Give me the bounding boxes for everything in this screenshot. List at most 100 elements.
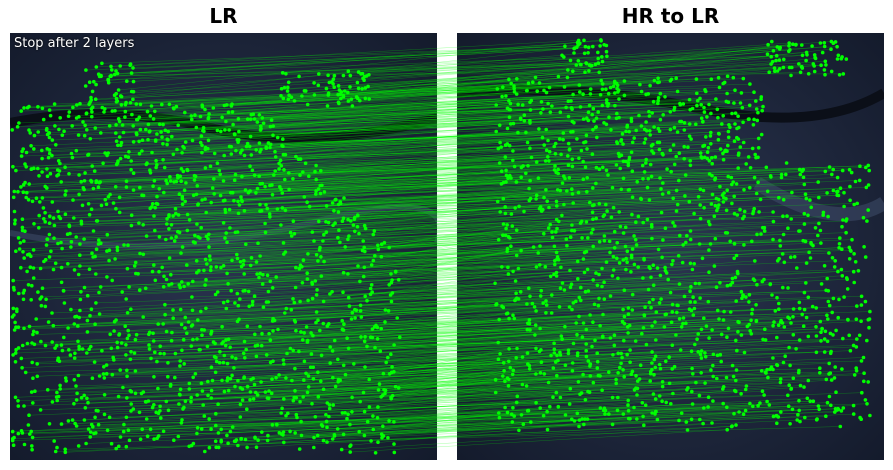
keypoint	[583, 417, 587, 421]
keypoint	[336, 380, 341, 384]
keypoint	[238, 260, 243, 264]
keypoint	[542, 195, 546, 200]
keypoint	[542, 231, 546, 236]
keypoint	[840, 367, 844, 371]
keypoint	[578, 105, 583, 109]
keypoint	[284, 376, 288, 380]
keypoint	[303, 161, 308, 165]
keypoint	[752, 117, 756, 122]
keypoint	[501, 85, 505, 89]
keypoint	[86, 427, 91, 431]
keypoint	[257, 174, 261, 178]
keypoint	[37, 213, 41, 218]
keypoint	[728, 239, 732, 244]
keypoint	[375, 337, 380, 341]
keypoint	[803, 415, 807, 420]
keypoint	[750, 239, 754, 244]
keypoint	[601, 335, 605, 339]
keypoint	[627, 157, 631, 162]
keypoint	[103, 151, 107, 155]
keypoint	[734, 299, 738, 303]
keypoint	[345, 336, 349, 341]
keypoint	[754, 107, 759, 111]
keypoint	[660, 192, 665, 196]
keypoint	[615, 83, 620, 88]
keypoint	[618, 224, 623, 229]
keypoint	[349, 97, 354, 101]
keypoint	[618, 365, 622, 370]
keypoint	[144, 417, 149, 421]
keypoint	[152, 403, 156, 407]
keypoint	[92, 79, 96, 84]
keypoint	[503, 405, 507, 410]
keypoint	[784, 172, 788, 177]
keypoint	[183, 315, 188, 320]
keypoint	[771, 49, 776, 53]
keypoint	[97, 312, 102, 316]
keypoint	[343, 245, 348, 249]
keypoint	[577, 295, 582, 300]
keypoint	[567, 147, 572, 152]
keypoint	[83, 84, 88, 88]
keypoint	[587, 63, 592, 67]
keypoint	[560, 337, 564, 342]
keypoint	[63, 193, 67, 197]
keypoint	[750, 146, 755, 151]
keypoint	[542, 372, 547, 376]
keypoint	[656, 76, 660, 80]
keypoint	[832, 376, 837, 380]
keypoint	[775, 295, 779, 300]
keypoint	[739, 289, 744, 294]
keypoint	[260, 282, 265, 286]
keypoint	[666, 190, 671, 195]
keypoint	[597, 296, 601, 301]
keypoint	[546, 155, 550, 159]
keypoint	[837, 242, 842, 246]
keypoint	[611, 268, 616, 272]
keypoint	[501, 197, 506, 201]
keypoint	[224, 231, 228, 235]
keypoint	[21, 190, 26, 194]
keypoint	[545, 199, 549, 203]
keypoint	[27, 104, 31, 109]
keypoint	[296, 157, 301, 161]
keypoint	[653, 397, 658, 401]
keypoint	[787, 41, 791, 45]
keypoint	[831, 167, 835, 172]
keypoint	[818, 366, 822, 371]
keypoint	[326, 220, 331, 225]
keypoint	[362, 433, 367, 438]
keypoint	[219, 265, 223, 270]
keypoint	[102, 393, 107, 397]
keypoint	[147, 332, 151, 337]
keypoint	[195, 431, 199, 436]
keypoint	[82, 133, 87, 138]
keypoint	[553, 152, 558, 156]
keypoint	[161, 142, 165, 146]
keypoint	[565, 75, 570, 80]
keypoint	[55, 390, 59, 395]
keypoint	[836, 193, 841, 198]
keypoint	[610, 422, 615, 427]
keypoint	[848, 184, 852, 189]
keypoint	[630, 169, 635, 173]
keypoint	[529, 420, 533, 424]
keypoint	[705, 115, 709, 119]
keypoint	[206, 393, 210, 398]
keypoint	[220, 378, 224, 383]
keypoint	[771, 210, 775, 214]
keypoint	[97, 180, 102, 185]
keypoint	[118, 435, 123, 439]
keypoint	[852, 252, 856, 256]
keypoint	[148, 427, 153, 432]
keypoint	[158, 344, 162, 349]
keypoint	[325, 440, 329, 444]
keypoint	[584, 133, 589, 138]
keypoint	[844, 217, 849, 221]
keypoint	[24, 195, 28, 200]
keypoint	[218, 193, 223, 198]
keypoint	[721, 385, 726, 389]
keypoint	[825, 191, 829, 195]
keypoint	[149, 205, 154, 209]
keypoint	[129, 89, 134, 94]
